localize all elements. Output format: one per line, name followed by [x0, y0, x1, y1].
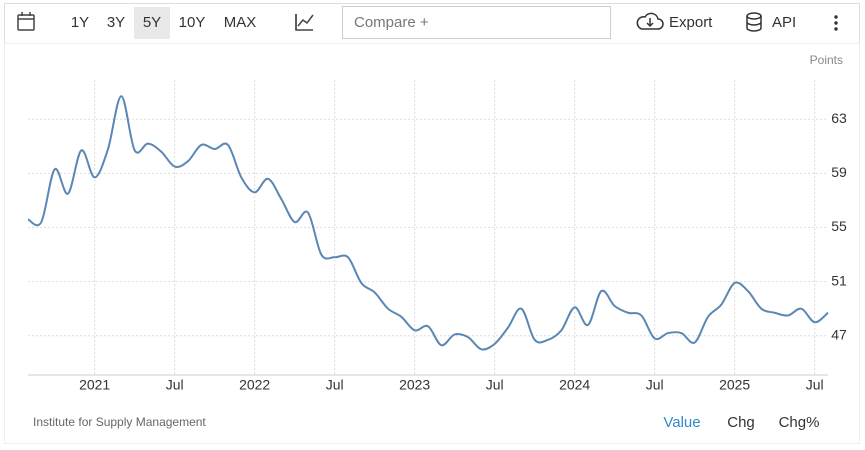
x-tick-label: Jul — [486, 377, 504, 393]
export-button[interactable]: Export — [669, 14, 713, 31]
range-button[interactable]: 10Y — [179, 14, 206, 31]
footer-tab[interactable]: Chg — [727, 414, 755, 431]
y-tick-label: 59 — [831, 164, 847, 180]
x-tick-label: Jul — [326, 377, 344, 393]
y-tick-label: 63 — [831, 110, 847, 126]
x-tick-label: 2025 — [719, 377, 750, 393]
x-tick-label: Jul — [806, 377, 824, 393]
footer-tab[interactable]: Value — [663, 414, 700, 431]
y-tick-label: 51 — [831, 272, 847, 288]
compare-input[interactable] — [342, 6, 611, 39]
y-unit-label: Points — [810, 53, 843, 67]
range-button[interactable]: 5Y — [143, 14, 161, 31]
range-button[interactable]: MAX — [224, 14, 257, 31]
x-tick-label: 2022 — [239, 377, 270, 393]
api-button[interactable]: API — [772, 14, 796, 31]
y-tick-label: 47 — [831, 326, 847, 342]
data-line — [27, 95, 829, 351]
api-icon[interactable] — [746, 12, 762, 32]
x-tick-label: 2021 — [79, 377, 110, 393]
chart-panel — [4, 43, 860, 444]
x-tick-label: 2023 — [399, 377, 430, 393]
export-icon[interactable] — [636, 12, 664, 30]
x-tick-label: Jul — [646, 377, 664, 393]
chart-type-axis[interactable] — [295, 14, 313, 31]
menu-icon[interactable] — [834, 15, 838, 31]
chart-type-line[interactable] — [297, 14, 314, 27]
compare-placeholder[interactable]: Compare + — [354, 14, 429, 31]
source-label: Institute for Supply Management — [33, 415, 206, 429]
range-button[interactable]: 3Y — [107, 14, 125, 31]
y-tick-label: 55 — [831, 218, 847, 234]
x-tick-label: 2024 — [559, 377, 590, 393]
range-button[interactable]: 1Y — [71, 14, 89, 31]
x-tick-label: Jul — [166, 377, 184, 393]
range-active-bg — [134, 7, 170, 39]
calendar-icon[interactable] — [17, 12, 35, 31]
footer-tab[interactable]: Chg% — [779, 414, 820, 431]
